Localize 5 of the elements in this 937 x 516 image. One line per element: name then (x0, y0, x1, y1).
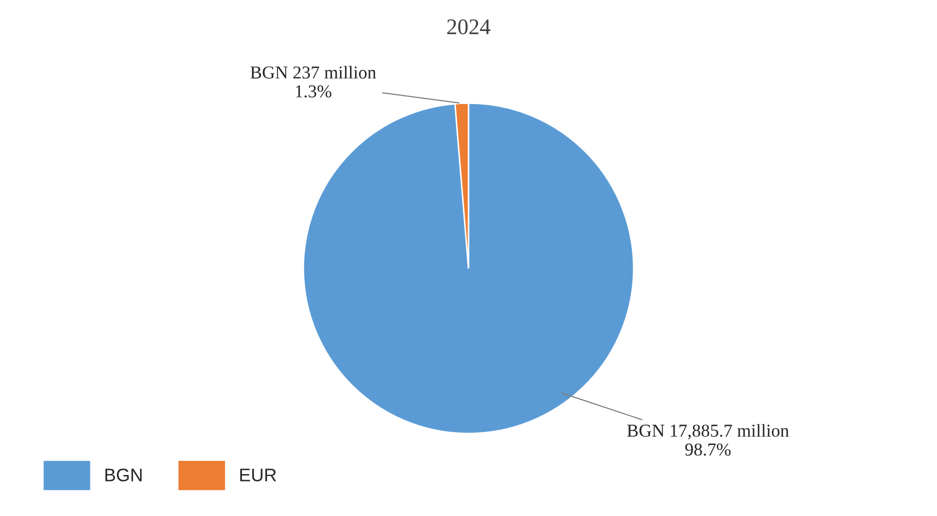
data-label: BGN 17,885.7 million 98.7% (627, 424, 789, 456)
chart-title: 2024 (447, 19, 490, 34)
legend-label: EUR (240, 468, 276, 482)
data-label: BGN 237 million 1.3% (250, 66, 376, 98)
legend-label: BGN (105, 468, 142, 482)
